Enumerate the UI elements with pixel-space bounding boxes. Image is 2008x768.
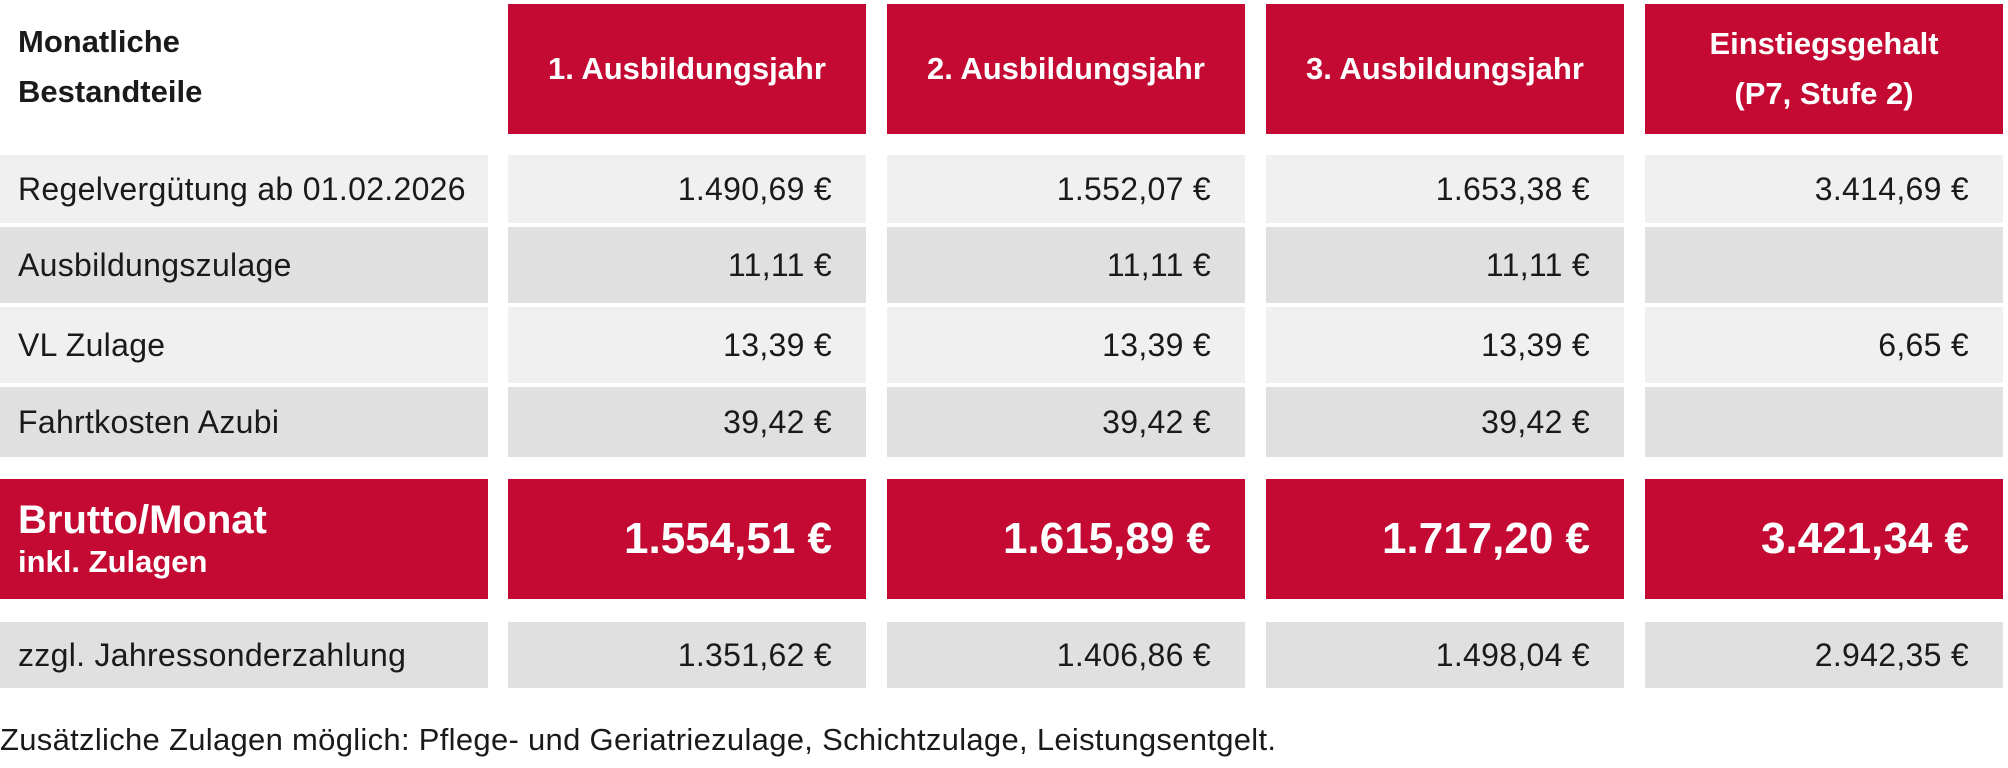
extra-value-1: 1.351,62 € [508,622,866,688]
row-label-fahrtkosten: Fahrtkosten Azubi [0,387,488,457]
header-label-line2: Bestandteile [18,74,203,109]
total-label: Brutto/Monat inkl. Zulagen [0,479,488,599]
row2-value-4 [1645,227,2003,303]
header-col-1: 1. Ausbildungsjahr [508,4,866,134]
total-value-1: 1.554,51 € [508,479,866,599]
header-col-3-title: 3. Ausbildungsjahr [1306,51,1584,86]
row2-value-3: 11,11 € [1266,227,1624,303]
row4-value-1: 39,42 € [508,387,866,457]
header-col-3: 3. Ausbildungsjahr [1266,4,1624,134]
row-label-regelverguetung: Regelvergütung ab 01.02.2026 [0,155,488,223]
row3-value-4: 6,65 € [1645,307,2003,383]
header-col-4: Einstiegsgehalt (P7, Stufe 2) [1645,4,2003,134]
row2-value-1: 11,11 € [508,227,866,303]
footer-note: Zusätzliche Zulagen möglich: Pflege- und… [0,722,1277,757]
header-col-2: 2. Ausbildungsjahr [887,4,1245,134]
extra-value-2: 1.406,86 € [887,622,1245,688]
row-label-ausbildungszulage: Ausbildungszulage [0,227,488,303]
row3-value-1: 13,39 € [508,307,866,383]
row1-value-1: 1.490,69 € [508,155,866,223]
row3-value-3: 13,39 € [1266,307,1624,383]
header-col-4-title: Einstiegsgehalt [1709,26,1939,61]
header-label-line1: Monatliche [18,24,180,59]
header-col-2-title: 2. Ausbildungsjahr [927,51,1205,86]
total-label-main: Brutto/Monat [18,498,267,542]
total-value-2: 1.615,89 € [887,479,1245,599]
total-value-4: 3.421,34 € [1645,479,2003,599]
total-value-3: 1.717,20 € [1266,479,1624,599]
row4-value-3: 39,42 € [1266,387,1624,457]
extra-value-3: 1.498,04 € [1266,622,1624,688]
row-label-vl-zulage: VL Zulage [0,307,488,383]
header-col-4-subtitle: (P7, Stufe 2) [1734,76,1914,111]
row-label-jahressonderzahlung: zzgl. Jahressonderzahlung [0,622,488,688]
header-label: Monatliche Bestandteile [0,0,488,134]
row2-value-2: 11,11 € [887,227,1245,303]
row4-value-2: 39,42 € [887,387,1245,457]
row3-value-2: 13,39 € [887,307,1245,383]
row1-value-4: 3.414,69 € [1645,155,2003,223]
row1-value-2: 1.552,07 € [887,155,1245,223]
row1-value-3: 1.653,38 € [1266,155,1624,223]
total-label-sub: inkl. Zulagen [18,544,208,579]
extra-value-4: 2.942,35 € [1645,622,2003,688]
row4-value-4 [1645,387,2003,457]
header-col-1-title: 1. Ausbildungsjahr [548,51,826,86]
